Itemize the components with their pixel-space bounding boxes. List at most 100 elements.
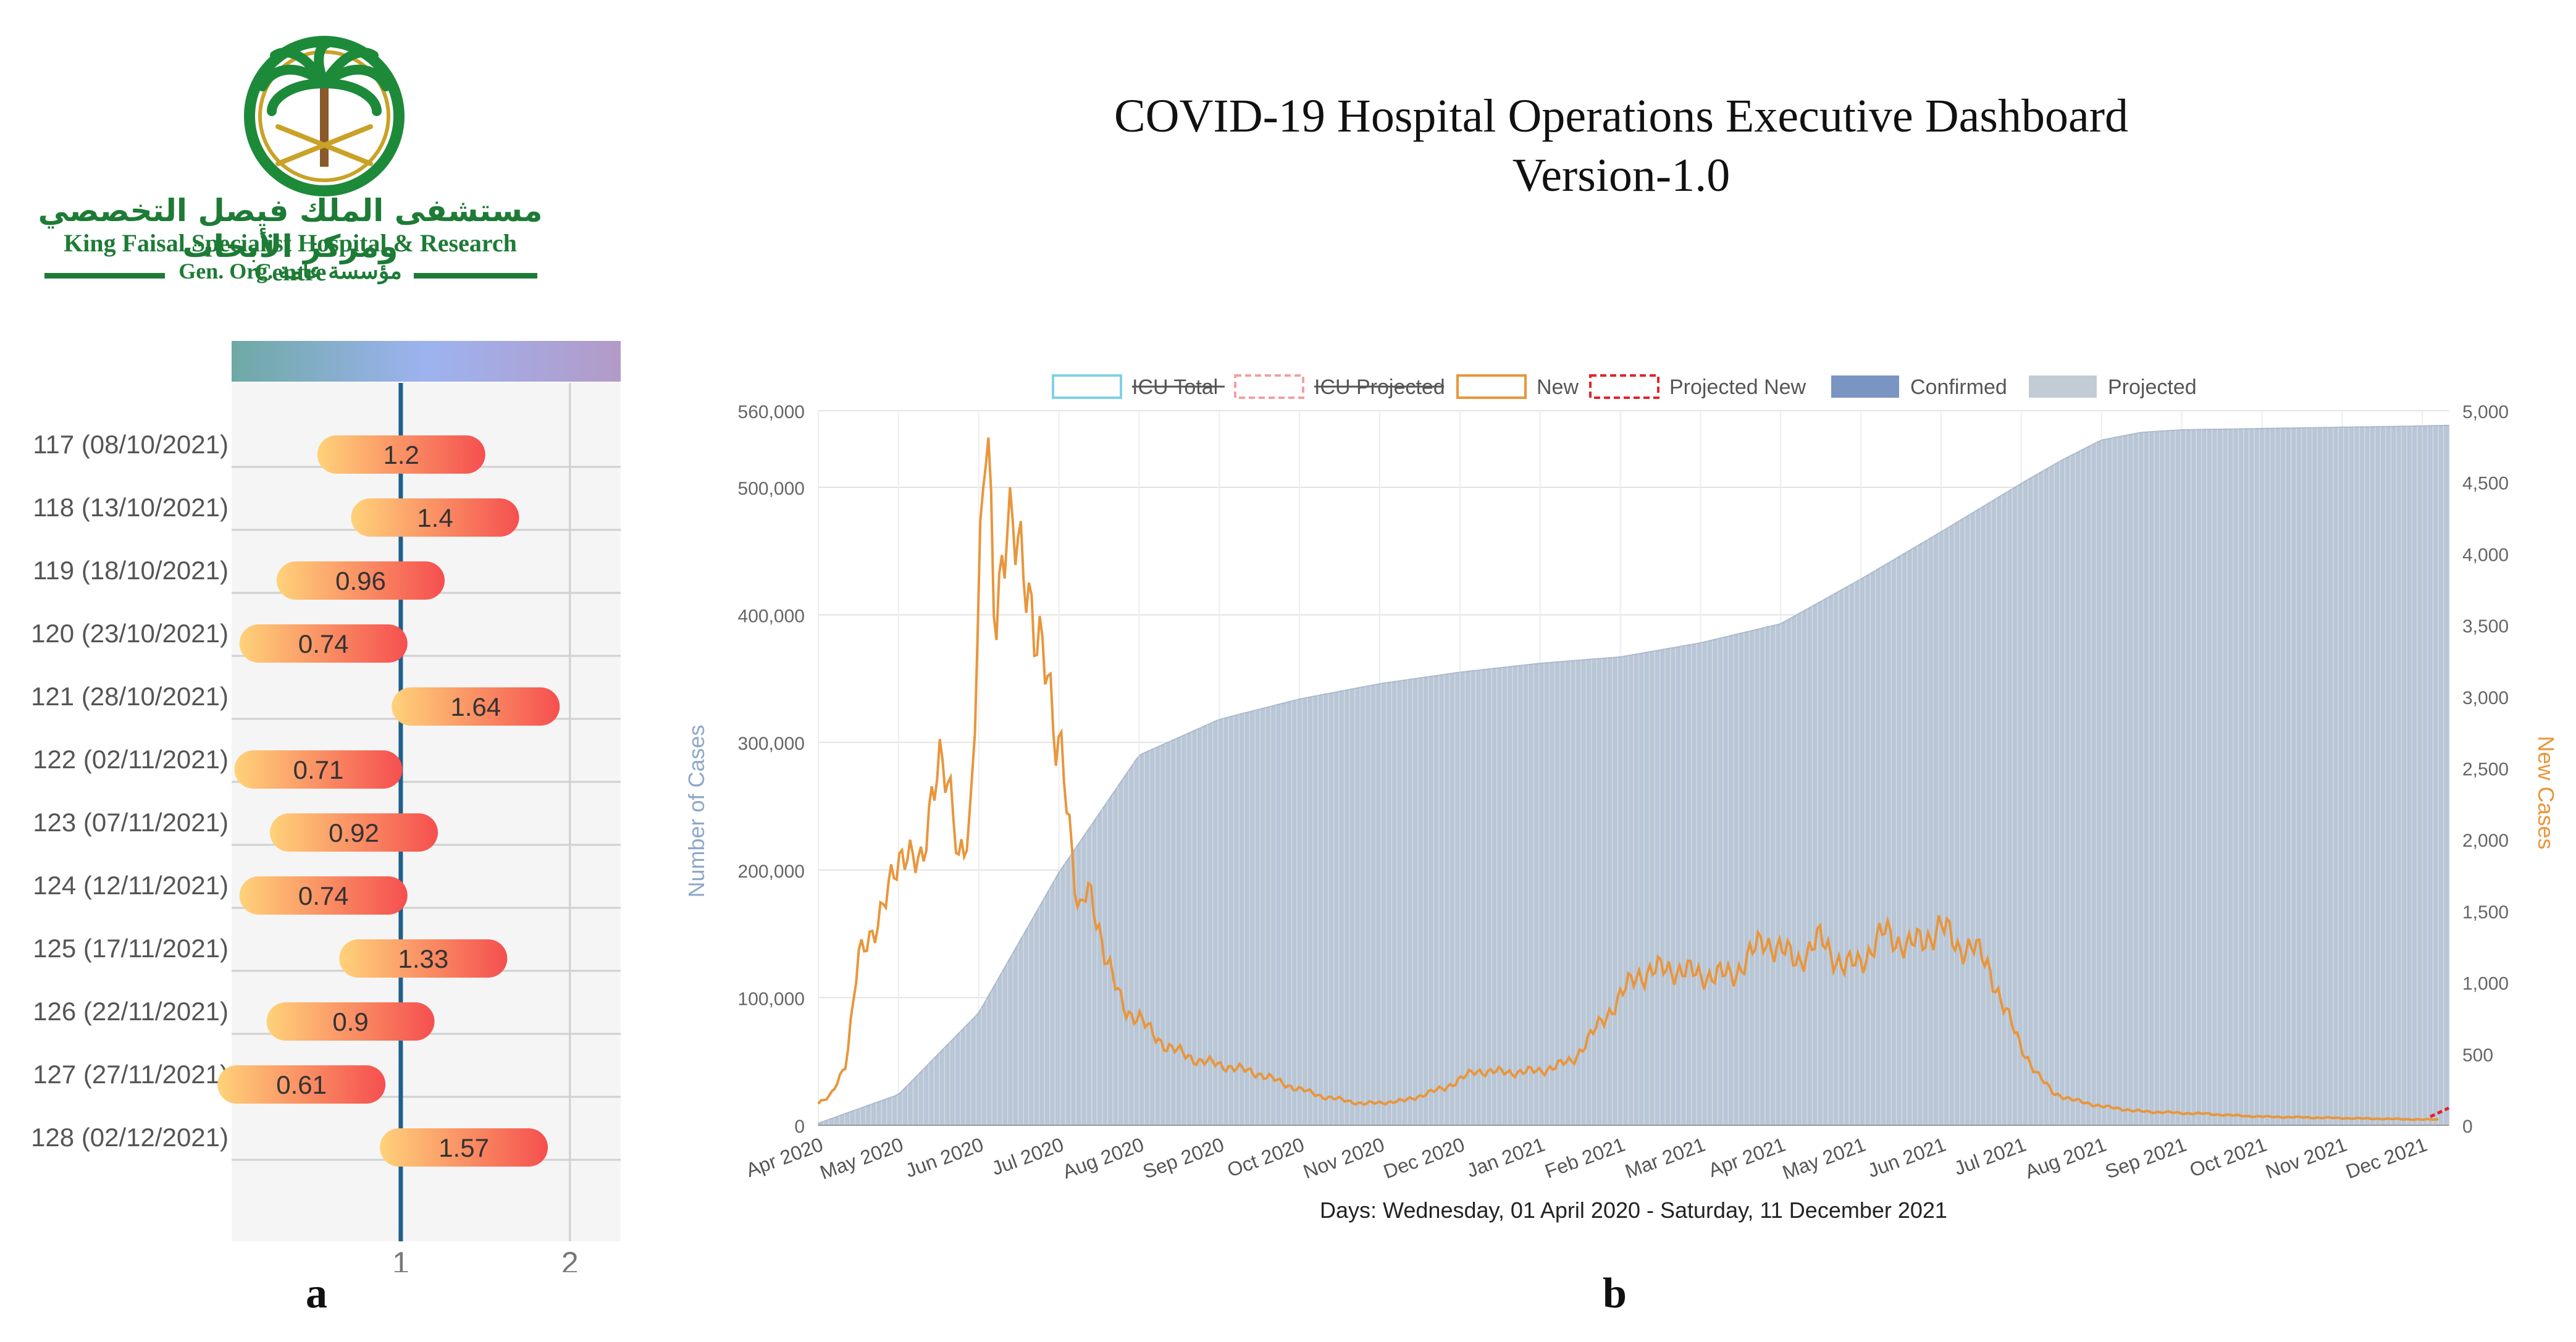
x-tick-label: Jul 2020: [989, 1133, 1067, 1180]
dashboard-title: COVID-19 Hospital Operations Executive D…: [957, 86, 2285, 205]
x-tick-label: Apr 2020: [743, 1133, 826, 1181]
y2-tick-label: 500: [2462, 1045, 2493, 1065]
x-tick-label: Oct 2021: [2186, 1133, 2269, 1181]
x-tick-label: Sep 2020: [1140, 1133, 1227, 1183]
rt-value-label: 0.9: [332, 1007, 368, 1036]
legend-swatch-icu-total[interactable]: [1052, 374, 1122, 399]
x-tick-label: Jan 2021: [1464, 1133, 1548, 1182]
rt-category-label: 119 (18/10/2021): [33, 556, 229, 585]
x-tick-label: Sep 2021: [2102, 1133, 2189, 1183]
rt-value-label: 0.71: [293, 755, 344, 784]
x-tick-label: Jul 2021: [1951, 1133, 2029, 1180]
y2-tick-label: 4,500: [2462, 474, 2509, 494]
rt-value-label: 1.4: [417, 503, 453, 532]
rt-category-label: 122 (02/11/2021): [33, 745, 229, 774]
rt-category-label: 118 (13/10/2021): [33, 493, 229, 522]
rt-value-pill: [239, 624, 408, 663]
rt-category-label: 121 (28/10/2021): [31, 682, 229, 711]
x-tick-label: Nov 2021: [2263, 1133, 2350, 1183]
rt-value-pill: [339, 939, 508, 978]
y2-tick-label: 2,000: [2462, 831, 2509, 851]
hospital-logo: مستشفى الملك فيصل التخصصي ومركز الأبحاث …: [37, 25, 556, 290]
panel-label-b: b: [1603, 1270, 1627, 1317]
y2-tick-label: 2,500: [2462, 760, 2509, 780]
legend-label[interactable]: Projected New: [1669, 375, 1806, 399]
y2-tick-label: 4,000: [2462, 545, 2509, 565]
rt-value-label: 0.96: [335, 566, 386, 595]
rt-value-label: 1.57: [438, 1133, 489, 1162]
x-tick-label: Jun 2020: [902, 1133, 986, 1182]
y-tick-label: 300,000: [738, 734, 805, 754]
x-tick-label: May 2020: [817, 1133, 906, 1184]
legend-label[interactable]: Projected: [2108, 375, 2197, 399]
rt-value-label: 0.61: [276, 1070, 327, 1099]
new-cases-line: [817, 437, 2439, 1122]
panel-label-a: a: [306, 1270, 327, 1317]
rt-category-label: 117 (08/10/2021): [33, 430, 229, 459]
x-tick-label: Apr 2021: [1705, 1133, 1788, 1181]
rt-value-pill: [392, 687, 560, 726]
confirmed-area: [818, 424, 2449, 1126]
y2-tick-label: 3,000: [2462, 688, 2509, 708]
y-tick-label: 400,000: [738, 606, 805, 627]
legend-swatch-confirmed[interactable]: [1831, 375, 1899, 398]
y2-axis-title: New Cases: [2533, 736, 2559, 849]
dashboard-title-line1: COVID-19 Hospital Operations Executive D…: [1114, 90, 2129, 142]
rt-value-pill: [270, 813, 438, 852]
legend-swatch-icu-projected[interactable]: [1234, 374, 1304, 399]
rt-value-pill: [380, 1128, 548, 1167]
x-axis-title: Days: Wednesday, 01 April 2020 - Saturda…: [1320, 1197, 1947, 1223]
rt-value-pill: [239, 876, 408, 915]
cases-chart: ICU Total ICU Projected New Projected New Co…: [684, 374, 2559, 1223]
x-tick-label: Dec 2020: [1380, 1133, 1467, 1183]
rt-chart-top-gradient-bar: [232, 341, 621, 382]
legend-label[interactable]: Confirmed: [1910, 375, 2007, 399]
y2-tick-label: 3,500: [2462, 616, 2509, 637]
rt-value-pill: [266, 1002, 435, 1041]
logo-divider-right: [414, 273, 537, 279]
y-tick-label: 200,000: [738, 862, 805, 882]
rt-chart: 117 (08/10/2021) 118 (13/10/2021) 119 (18/…: [31, 341, 621, 1272]
y2-tick-label: 1,000: [2462, 974, 2509, 994]
y-tick-label: 100,000: [738, 989, 805, 1009]
rt-category-label: 126 (22/11/2021): [33, 997, 229, 1026]
rt-value-label: 1.64: [450, 692, 501, 721]
logo-org-line: Gen. Org. مؤسسة عامة: [178, 259, 402, 283]
x-tick-label: Dec 2021: [2343, 1133, 2430, 1183]
logo-english-name: King Faisal Specialist Hospital & Resear…: [64, 229, 517, 286]
legend-swatch-projected-new[interactable]: [1589, 374, 1659, 399]
rt-category-label: 124 (12/11/2021): [33, 871, 229, 900]
rt-category-label: 120 (23/10/2021): [31, 619, 229, 648]
x-tick-label: Jun 2021: [1865, 1133, 1949, 1182]
projected-new-line: [2430, 1106, 2450, 1118]
x-tick-label: Nov 2020: [1300, 1133, 1387, 1183]
rt-x-tick-label: 1: [392, 1246, 409, 1272]
y2-tick-label: 5,000: [2462, 402, 2509, 422]
rt-category-label: 127 (27/11/2021): [33, 1060, 229, 1089]
rt-value-label: 0.74: [298, 881, 349, 910]
rt-value-label: 1.33: [398, 944, 448, 973]
x-tick-label: Mar 2021: [1622, 1133, 1708, 1183]
legend-label[interactable]: New: [1537, 375, 1579, 399]
rt-x-tick-label: 2: [561, 1246, 579, 1272]
legend-swatch-projected[interactable]: [2029, 375, 2097, 398]
rt-value-pill: [276, 561, 445, 600]
x-tick-label: Aug 2021: [2022, 1133, 2109, 1183]
palm-tree-emblem-icon: [244, 36, 405, 196]
rt-value-pill: [234, 750, 403, 789]
rt-value-label: 0.92: [329, 818, 379, 847]
rt-value-pill: [351, 498, 519, 537]
rt-value-label: 0.74: [298, 629, 349, 658]
rt-category-label: 128 (02/12/2021): [31, 1123, 229, 1152]
x-tick-label: May 2021: [1779, 1133, 1868, 1184]
rt-value-pill: [317, 435, 485, 474]
y2-tick-label: 1,500: [2462, 902, 2509, 923]
y2-tick-label: 0: [2462, 1117, 2473, 1137]
y-axis-title: Number of Cases: [684, 724, 709, 897]
logo-arabic-name: مستشفى الملك فيصل التخصصي ومركز الأبحاث: [38, 193, 543, 264]
rt-value-pill: [217, 1065, 386, 1104]
legend-swatch-new[interactable]: [1456, 374, 1527, 399]
y-tick-label: 560,000: [738, 402, 805, 422]
rt-value-label: 1.2: [384, 440, 419, 469]
rt-category-label: 125 (17/11/2021): [33, 934, 229, 963]
